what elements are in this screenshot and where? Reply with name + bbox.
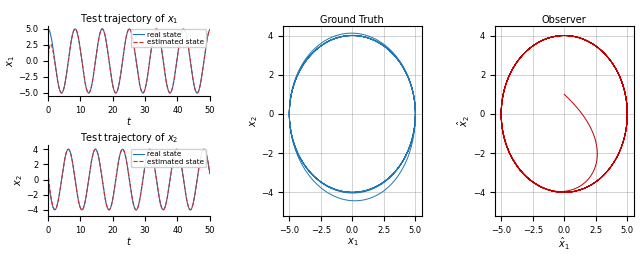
real state [44, 27, 52, 30]
estimated state [44, 59, 52, 62]
estimated state [106, 207, 114, 210]
X-axis label: $t$: $t$ [126, 235, 132, 247]
estimated state [99, 27, 106, 30]
estimated state [72, 28, 80, 31]
real state [63, 151, 70, 154]
real state [63, 73, 70, 76]
X-axis label: $\hat{x}_1$: $\hat{x}_1$ [558, 236, 570, 252]
estimated state [203, 154, 211, 157]
X-axis label: $t$: $t$ [126, 115, 132, 127]
Y-axis label: $x_2$: $x_2$ [248, 115, 260, 127]
real state [106, 207, 114, 210]
estimated state [63, 72, 70, 76]
real state [203, 154, 211, 157]
Line: real state: real state [48, 149, 210, 210]
estimated state [44, 170, 52, 173]
real state [72, 185, 80, 188]
Line: estimated state: estimated state [48, 149, 210, 210]
Title: Test trajectory of $x_2$: Test trajectory of $x_2$ [80, 131, 178, 145]
real state [206, 28, 214, 31]
estimated state [113, 90, 121, 93]
Legend: real state, estimated state: real state, estimated state [131, 29, 206, 47]
estimated state [206, 172, 214, 175]
estimated state [72, 185, 80, 188]
real state [44, 178, 52, 181]
estimated state [106, 68, 114, 71]
Title: Observer: Observer [542, 15, 587, 25]
estimated state [63, 151, 70, 154]
Title: Test trajectory of $x_1$: Test trajectory of $x_1$ [80, 12, 178, 26]
estimated state [186, 208, 194, 211]
estimated state [206, 28, 214, 31]
real state [186, 208, 194, 211]
real state [206, 172, 214, 175]
estimated state [186, 207, 193, 210]
estimated state [203, 40, 211, 43]
real state [166, 91, 174, 95]
real state [203, 40, 211, 43]
Line: real state: real state [48, 29, 210, 93]
Legend: real state, estimated state: real state, estimated state [131, 149, 206, 167]
estimated state [186, 52, 193, 55]
real state [106, 67, 114, 70]
X-axis label: $x_1$: $x_1$ [346, 236, 358, 248]
real state [186, 51, 193, 54]
Y-axis label: $x_1$: $x_1$ [5, 55, 17, 67]
real state [65, 148, 72, 151]
Title: Ground Truth: Ground Truth [321, 15, 384, 25]
real state [113, 169, 121, 172]
Y-axis label: $x_2$: $x_2$ [13, 175, 24, 186]
estimated state [113, 169, 121, 172]
Line: estimated state: estimated state [48, 29, 210, 93]
Y-axis label: $\hat{x}_2$: $\hat{x}_2$ [456, 115, 472, 127]
estimated state [58, 91, 65, 95]
real state [186, 207, 193, 210]
estimated state [65, 148, 72, 151]
real state [113, 90, 121, 93]
real state [72, 28, 80, 31]
